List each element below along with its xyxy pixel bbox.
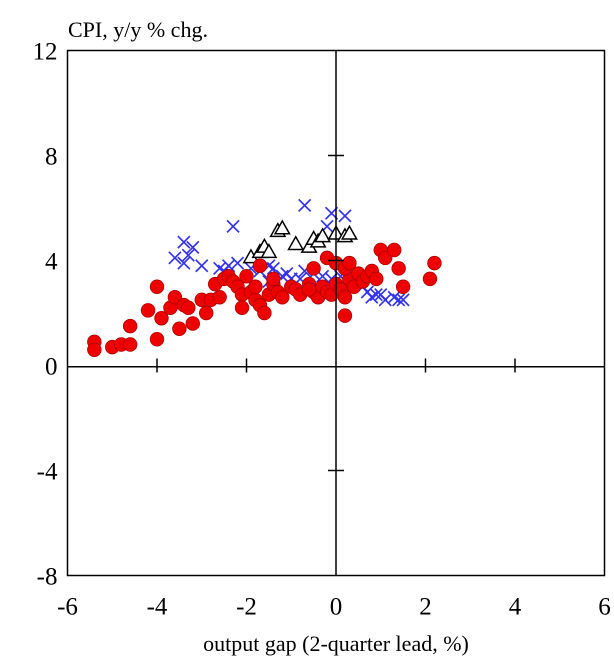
cross-marker: [195, 259, 209, 273]
x-axis-title: output gap (2-quarter lead, %): [203, 631, 469, 656]
cross-marker: [186, 240, 200, 254]
triangle-marker: [340, 224, 358, 240]
circle-marker: [122, 318, 138, 334]
y-tick-label: -8: [37, 564, 58, 591]
circle-marker: [266, 271, 281, 287]
cross-marker: [177, 256, 191, 270]
triangle-marker: [287, 235, 305, 251]
circle-marker: [391, 261, 406, 276]
circle-marker: [257, 305, 272, 321]
circle-marker: [181, 300, 196, 315]
circle-marker: [386, 242, 402, 258]
data-markers: [87, 198, 442, 357]
circle-marker: [140, 303, 156, 318]
circle-marker: [234, 300, 250, 315]
circle-marker: [337, 308, 353, 323]
circle-marker: [342, 255, 357, 271]
y-axis-ticks: -8 -4 0 4 8 12: [33, 39, 344, 591]
y-axis-title: CPI, y/y % chg.: [68, 17, 208, 42]
x-tick-label: 4: [509, 594, 522, 621]
cross-marker: [387, 290, 401, 304]
x-tick-label: 0: [330, 594, 343, 621]
circle-marker: [252, 258, 268, 273]
x-tick-label: 2: [419, 594, 432, 621]
circle-marker: [87, 342, 102, 357]
y-tick-label: 12: [33, 39, 58, 66]
cross-marker: [392, 293, 406, 307]
circle-marker: [427, 255, 442, 271]
circle-marker: [122, 337, 138, 352]
cross-marker: [230, 256, 245, 270]
cross-marker: [181, 248, 195, 262]
cross-marker: [365, 290, 379, 304]
triangle-marker: [314, 227, 332, 243]
cross-marker: [222, 259, 236, 273]
cross-marker: [378, 293, 392, 307]
circle-marker: [422, 271, 438, 287]
x-tick-label: -6: [57, 594, 78, 621]
cross-marker: [396, 293, 410, 307]
x-axis-ticks: -6 -4 -2 0 2 4 6: [57, 358, 611, 621]
cross-marker: [168, 251, 182, 265]
circle-marker: [248, 279, 263, 294]
x-tick-label: -4: [147, 594, 168, 621]
cross-marker: [338, 209, 352, 223]
circle-marker: [337, 290, 353, 305]
circle-marker: [172, 321, 187, 336]
x-tick-label: 6: [598, 594, 611, 621]
triangle-marker: [273, 219, 291, 235]
y-tick-label: -4: [37, 459, 58, 486]
cross-marker: [298, 198, 312, 212]
cross-marker: [369, 288, 383, 302]
circle-marker: [239, 269, 254, 284]
cross-marker: [226, 219, 240, 233]
y-tick-label: 4: [45, 249, 58, 276]
circle-marker: [395, 279, 411, 294]
circle-marker: [306, 261, 321, 276]
circle-marker: [301, 282, 317, 297]
circle-marker: [149, 279, 165, 294]
circle-marker: [185, 316, 201, 331]
cross-marker: [177, 235, 191, 249]
circle-marker: [275, 290, 290, 305]
y-tick-label: 0: [45, 354, 58, 381]
circle-marker: [199, 305, 214, 321]
circle-marker: [369, 271, 384, 287]
circle-marker: [212, 290, 227, 305]
x-tick-label: -2: [236, 594, 257, 621]
circle-marker: [154, 311, 169, 326]
triangle-marker: [260, 243, 278, 259]
y-tick-label: 8: [45, 144, 58, 171]
circle-marker: [149, 332, 165, 347]
